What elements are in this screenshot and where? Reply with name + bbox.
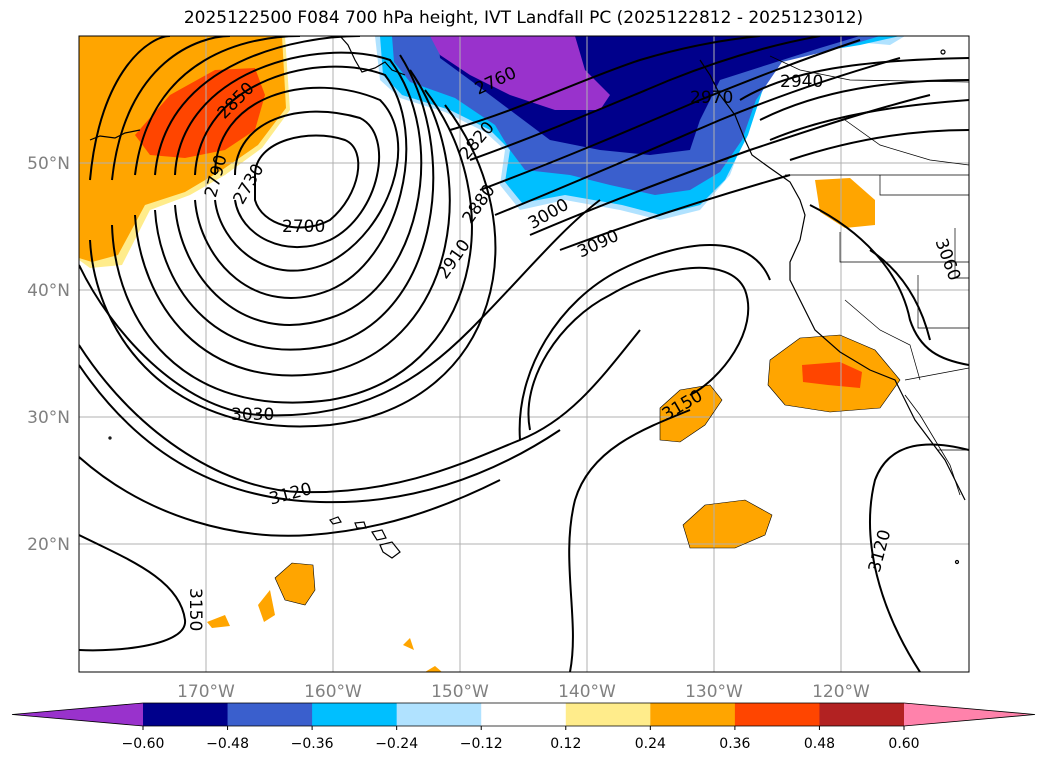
- colorbar-extend-high: [904, 703, 1035, 726]
- positive-anomaly-shading: [79, 36, 900, 672]
- hawaii-islands: [108, 49, 960, 565]
- colorbar-segment: [650, 703, 736, 726]
- colorbar-segment: [481, 703, 567, 726]
- lat-label-30n: 30°N: [27, 408, 70, 428]
- colorbar-segment: [819, 703, 905, 726]
- contour-label: 3030: [231, 405, 274, 425]
- colorbar: −0.60 −0.48 −0.36 −0.24 −0.12 0.12 0.24 0.36 0.4…: [11, 702, 1036, 752]
- pc-outlines: [274, 334, 901, 606]
- contour-label: 2700: [282, 217, 325, 237]
- lon-label-120w: 120°W: [812, 682, 870, 702]
- colorbar-segment: [396, 703, 482, 726]
- negative-anomaly-shading: [375, 36, 905, 220]
- contour-label: 3150: [185, 588, 205, 631]
- lon-label-140w: 140°W: [558, 682, 616, 702]
- lon-label-170w: 170°W: [177, 682, 235, 702]
- colorbar-tick-label: 0.36: [719, 736, 750, 752]
- colorbar-segment: [565, 703, 651, 726]
- contour-label: 2970: [690, 88, 733, 108]
- colorbar-segment: [143, 703, 229, 726]
- colorbar-tick-label: 0.60: [888, 736, 919, 752]
- colorbar-segment: [312, 703, 398, 726]
- lon-label-130w: 130°W: [685, 682, 743, 702]
- lon-label-160w: 160°W: [304, 682, 362, 702]
- lat-label-50n: 50°N: [27, 154, 70, 174]
- lon-label-150w: 150°W: [431, 682, 489, 702]
- map-panel: 2850 2790 2730 2700 2760 2820 2880 2910 …: [79, 36, 969, 672]
- colorbar-tick-label: −0.48: [206, 736, 249, 752]
- colorbar-tick-label: −0.12: [460, 736, 503, 752]
- longitude-labels: 170°W 160°W 150°W 140°W 130°W 120°W: [177, 682, 870, 702]
- colorbar-tick-label: −0.60: [122, 736, 165, 752]
- contour-label: 2940: [780, 72, 823, 92]
- colorbar-tick-label: −0.24: [375, 736, 418, 752]
- height-contours: [79, 36, 969, 672]
- graticule: [79, 36, 969, 672]
- map-frame: [78, 35, 970, 673]
- colorbar-extend-low: [12, 703, 143, 726]
- colorbar-tick-label: −0.36: [291, 736, 334, 752]
- colorbar-tick-label: 0.12: [550, 736, 581, 752]
- latitude-labels: 50°N 40°N 30°N 20°N: [27, 154, 70, 555]
- lat-label-40n: 40°N: [27, 281, 70, 301]
- colorbar-tick-label: 0.48: [804, 736, 835, 752]
- figure-title: 2025122500 F084 700 hPa height, IVT Land…: [183, 8, 864, 28]
- colorbar-segment: [734, 703, 820, 726]
- colorbar-tick-label: 0.24: [635, 736, 666, 752]
- lat-label-20n: 20°N: [27, 535, 70, 555]
- colorbar-segment: [227, 703, 313, 726]
- coastlines: [89, 36, 969, 501]
